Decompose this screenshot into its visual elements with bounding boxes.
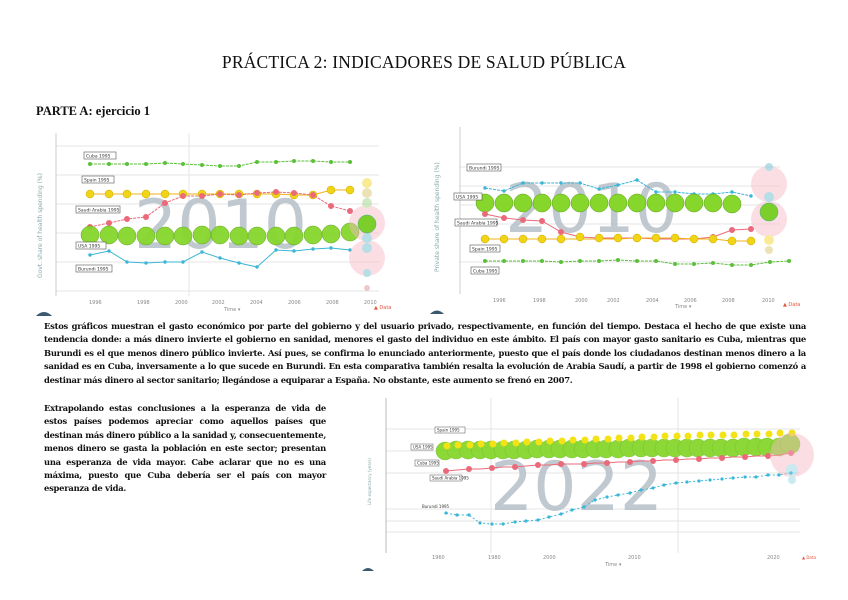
svg-text:Private share of health spendi: Private share of health spending (%): [434, 162, 441, 272]
svg-text:2010: 2010: [762, 298, 775, 304]
svg-text:2010: 2010: [134, 186, 307, 265]
svg-text:2020: 2020: [767, 555, 780, 561]
svg-text:2004: 2004: [646, 298, 659, 304]
svg-text:2010: 2010: [364, 300, 377, 306]
svg-text:USA 1995: USA 1995: [413, 445, 433, 450]
svg-text:2000: 2000: [575, 298, 588, 304]
svg-text:Time ▾: Time ▾: [604, 562, 622, 568]
svg-text:Time ▾: Time ▾: [674, 304, 692, 310]
svg-text:2006: 2006: [288, 300, 301, 306]
svg-text:Life expectancy (years): Life expectancy (years): [367, 458, 372, 505]
svg-text:Burundi 1995: Burundi 1995: [78, 267, 109, 273]
svg-text:Spain 1995: Spain 1995: [472, 247, 498, 253]
play-button-icon: [36, 312, 52, 316]
svg-text:2000: 2000: [175, 300, 188, 306]
data-link: ▲ Data: [374, 305, 391, 311]
svg-text:2002: 2002: [607, 298, 620, 304]
svg-text:USA 1995: USA 1995: [78, 244, 100, 250]
chart-govt-share: 2010 Govt. share of health spending (%) …: [34, 128, 414, 318]
svg-text:1998: 1998: [533, 298, 546, 304]
svg-text:2008: 2008: [722, 298, 735, 304]
page-title: PRÁCTICA 2: INDICADORES DE SALUD PÚBLICA: [221, 52, 627, 72]
svg-text:1996: 1996: [89, 300, 102, 306]
svg-text:USA 1995: USA 1995: [456, 195, 478, 201]
section-heading: PARTE A: ejercicio 1: [36, 104, 150, 118]
svg-text:Time ▾: Time ▾: [223, 307, 241, 313]
svg-text:1996: 1996: [493, 298, 506, 304]
svg-text:2008: 2008: [326, 300, 339, 306]
svg-text:2000: 2000: [543, 555, 556, 561]
svg-text:1980: 1980: [488, 555, 501, 561]
svg-text:▲ Data: ▲ Data: [802, 555, 816, 560]
svg-text:2006: 2006: [684, 298, 697, 304]
svg-text:▲ Data: ▲ Data: [783, 302, 800, 308]
svg-text:Cuba 1995: Cuba 1995: [473, 269, 498, 275]
svg-text:1998: 1998: [137, 300, 150, 306]
svg-text:Saudi Arabia 1995: Saudi Arabia 1995: [432, 476, 469, 481]
svg-text:2004: 2004: [250, 300, 263, 306]
svg-text:2022: 2022: [490, 448, 663, 527]
svg-text:Cuba 1995: Cuba 1995: [417, 461, 439, 466]
svg-text:Saudi Arabia 1995: Saudi Arabia 1995: [78, 208, 120, 214]
chart-life-expectancy: 2022 Life expectancy (years) 1960 1980 200…: [360, 395, 820, 575]
svg-text:Govt. share of health spending: Govt. share of health spending (%): [37, 173, 44, 278]
svg-text:Saudi Arabia 1995: Saudi Arabia 1995: [457, 221, 499, 227]
chart-private-share: 2010 Private share of health spending (%…: [425, 122, 815, 317]
svg-text:Cuba 1995: Cuba 1995: [86, 154, 111, 160]
svg-text:Spain 1995: Spain 1995: [437, 428, 460, 433]
svg-text:1960: 1960: [432, 555, 445, 561]
svg-text:2010: 2010: [628, 555, 641, 561]
svg-text:Burundi 1995: Burundi 1995: [422, 504, 450, 509]
paragraph-1: Estos gráficos muestran el gasto económi…: [44, 321, 806, 385]
svg-text:Burundi 1995: Burundi 1995: [469, 166, 500, 172]
paragraph-2: Extrapolando estas conclusiones a la esp…: [44, 403, 326, 494]
svg-text:Spain 1995: Spain 1995: [84, 178, 110, 184]
svg-text:2002: 2002: [212, 300, 225, 306]
